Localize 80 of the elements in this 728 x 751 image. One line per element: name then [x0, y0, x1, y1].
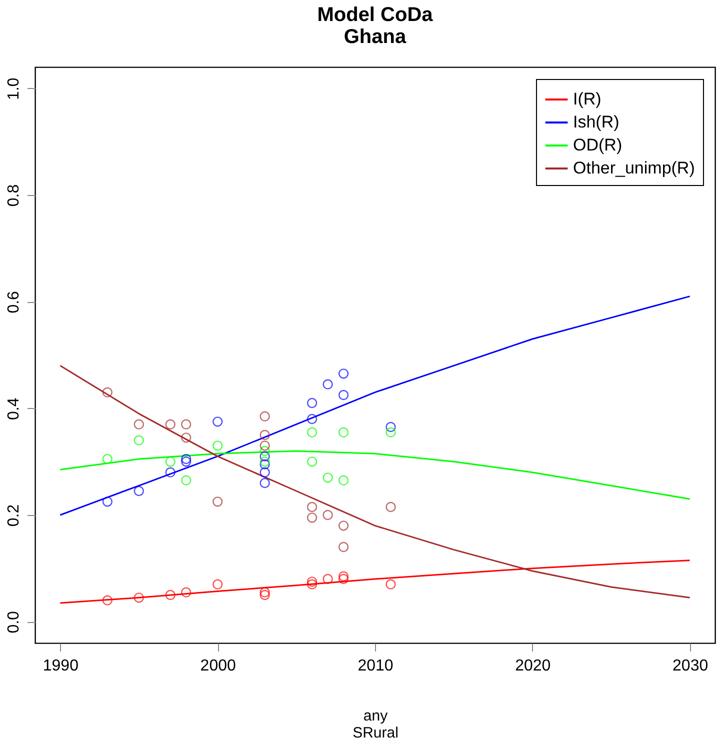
legend-label: I(R) — [573, 90, 602, 108]
point — [165, 456, 176, 467]
point — [338, 520, 349, 531]
point — [102, 595, 112, 606]
point — [338, 475, 349, 486]
line-series — [59, 560, 691, 604]
point — [260, 446, 270, 456]
point — [260, 467, 270, 478]
point — [260, 459, 270, 470]
point — [260, 451, 270, 462]
point — [260, 590, 270, 600]
point — [260, 456, 270, 467]
point — [134, 435, 144, 446]
text: Ghana — [344, 26, 406, 48]
point — [386, 502, 396, 512]
point — [306, 579, 318, 590]
point — [212, 496, 223, 507]
point — [165, 419, 176, 430]
point — [134, 486, 144, 496]
point — [102, 387, 112, 398]
point — [181, 454, 192, 464]
text: any — [363, 708, 388, 724]
point — [338, 571, 349, 582]
point — [181, 432, 192, 443]
y-tick-label: 0.0 — [6, 610, 22, 634]
point — [260, 478, 270, 488]
x-tick-label: 2010 — [358, 658, 394, 674]
y-tick-label: 0.2 — [6, 504, 22, 527]
point — [306, 502, 318, 512]
point — [165, 590, 176, 600]
y-tick-label: 0.4 — [6, 398, 22, 420]
point — [181, 587, 192, 598]
x-tick-label: 2030 — [672, 658, 708, 674]
point — [386, 579, 396, 590]
point — [212, 579, 223, 590]
point — [306, 576, 318, 587]
point — [338, 368, 349, 379]
point — [134, 419, 144, 430]
point — [306, 398, 318, 408]
point — [260, 430, 270, 440]
text: SRural — [352, 724, 398, 742]
point — [181, 419, 192, 430]
point — [338, 427, 349, 438]
point — [165, 467, 176, 478]
point — [212, 416, 223, 427]
point — [386, 427, 396, 438]
x-tick-label: 1990 — [42, 658, 79, 674]
line-series — [59, 364, 691, 598]
point — [386, 422, 396, 432]
point — [306, 427, 318, 438]
point — [306, 456, 318, 467]
point — [322, 510, 333, 520]
point — [102, 454, 112, 464]
x-tick-label: 2020 — [515, 658, 551, 674]
point — [260, 411, 270, 422]
y-tick-label: 1.0 — [6, 78, 22, 100]
point — [181, 456, 192, 467]
legend-label: Other_unimp(R) — [573, 158, 695, 178]
point — [260, 440, 270, 451]
x-tick-label: 2000 — [200, 658, 236, 674]
point — [134, 592, 144, 603]
point — [338, 390, 349, 400]
point — [260, 587, 270, 598]
point — [102, 496, 112, 507]
point — [181, 475, 192, 486]
line-series — [59, 296, 691, 516]
point — [322, 379, 333, 390]
line-series — [59, 450, 691, 500]
point — [322, 472, 333, 483]
point — [306, 414, 318, 424]
point — [306, 512, 318, 523]
legend-label: OD(R) — [573, 136, 622, 154]
legend-label: Ish(R) — [573, 112, 620, 132]
point — [338, 574, 349, 584]
y-tick-label: 0.8 — [6, 184, 22, 207]
point — [338, 542, 349, 552]
point — [322, 574, 333, 584]
text: Model CoDa — [317, 4, 433, 26]
y-tick-label: 0.6 — [6, 290, 22, 314]
point — [212, 440, 223, 451]
